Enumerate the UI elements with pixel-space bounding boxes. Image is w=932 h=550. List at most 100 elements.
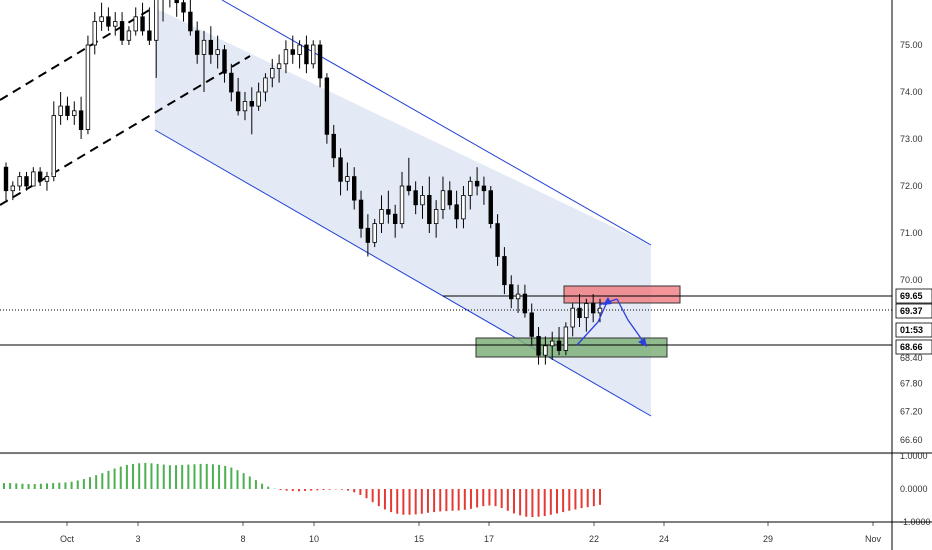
- candle-body-up: [113, 21, 118, 27]
- candle: [345, 162, 350, 191]
- main-pane[interactable]: [0, 0, 932, 454]
- candle-body-down: [495, 223, 500, 257]
- channel-upper-line: [221, 0, 652, 246]
- candle-body-down: [208, 39, 214, 55]
- resistance-zone: [563, 285, 681, 304]
- price-badge: 69.65: [895, 288, 932, 304]
- price-badge-box: [895, 288, 932, 304]
- candle-body-down: [317, 44, 323, 79]
- price-tick-label: 70.00: [900, 275, 923, 285]
- candle-body-down: [474, 180, 480, 187]
- projection-arrows: [576, 297, 647, 347]
- candle: [311, 40, 316, 69]
- candle-body-up: [242, 101, 248, 112]
- candle: [44, 171, 50, 191]
- candle: [590, 294, 596, 323]
- price-badge: 69.37: [895, 303, 932, 319]
- candle-body-up: [379, 209, 384, 224]
- candle: [543, 336, 548, 365]
- candle-body-up: [399, 185, 405, 224]
- candle-body-down: [386, 209, 391, 215]
- candle: [536, 327, 541, 365]
- price-tick-label-partial: 68.40: [900, 353, 923, 363]
- candle: [447, 181, 452, 210]
- candle-body-up: [311, 44, 316, 65]
- candle: [317, 40, 323, 88]
- candle: [92, 12, 97, 55]
- candle: [556, 327, 562, 356]
- candle: [106, 7, 111, 31]
- candle: [85, 35, 91, 135]
- candle: [290, 35, 295, 64]
- candle: [522, 284, 528, 318]
- candle: [65, 96, 70, 121]
- candle: [276, 54, 282, 83]
- candle-body-up: [283, 49, 289, 65]
- candle-body-down: [290, 49, 295, 55]
- candle: [406, 157, 412, 196]
- candle-body-down: [447, 190, 452, 206]
- candle-body-up: [597, 307, 603, 314]
- candle: [208, 26, 214, 64]
- candle-body-down: [174, 0, 179, 4]
- candle-body-down: [502, 256, 507, 286]
- candle: [17, 171, 22, 191]
- candle-body-up: [72, 110, 77, 116]
- candle-body-up: [92, 21, 97, 46]
- candle: [372, 218, 377, 248]
- time-axis[interactable]: Oct 3 8 10 15 17 22 24 29 Nov: [0, 521, 932, 544]
- price-tick-label: 74.00: [900, 87, 923, 97]
- candle: [215, 35, 220, 69]
- candle-body-up: [256, 91, 261, 107]
- candle: [201, 30, 207, 92]
- candle: [51, 101, 56, 182]
- candle: [249, 87, 254, 135]
- price-tick-label: 66.60: [900, 435, 923, 445]
- candle: [58, 92, 63, 125]
- candle-body-down: [352, 176, 357, 201]
- price-badges: 69.65 69.37 01:53 68.66: [895, 288, 932, 355]
- candle-body-up: [154, 0, 159, 41]
- candle-body-up: [270, 68, 275, 79]
- candle-body-up: [133, 16, 138, 32]
- price-badge-box: [895, 339, 932, 355]
- candle-body-up: [543, 345, 548, 356]
- support-zone: [475, 337, 668, 358]
- candle: [365, 214, 371, 257]
- candle: [169, 0, 171, 8]
- candle: [413, 181, 418, 215]
- price-badge-label: 01:53: [900, 325, 923, 335]
- candle: [495, 214, 500, 266]
- candle: [392, 204, 398, 238]
- price-tick-label: 67.80: [900, 378, 923, 388]
- candle-body-up: [563, 326, 569, 351]
- oscillator-pane[interactable]: [0, 453, 892, 518]
- candle: [338, 148, 343, 196]
- candle-body-up: [215, 49, 220, 55]
- candle: [242, 92, 248, 121]
- price-badge-label: 68.66: [900, 342, 923, 352]
- candle-body-down: [78, 110, 84, 131]
- candle-body-down: [590, 303, 596, 314]
- candle: [256, 82, 261, 111]
- candle: [468, 176, 473, 210]
- candle-body-down: [235, 91, 241, 112]
- candle-body-up: [31, 171, 36, 187]
- candle: [181, 0, 186, 22]
- time-tick-label: 24: [659, 534, 669, 544]
- candle: [235, 77, 241, 116]
- candle: [331, 124, 336, 168]
- candle: [379, 195, 384, 233]
- time-tick-label: Nov: [865, 534, 882, 544]
- candle-body-up: [201, 39, 207, 55]
- channel-lower-line: [154, 129, 652, 417]
- time-tick-label: Oct: [60, 534, 75, 544]
- candle: [433, 200, 439, 238]
- candle-body-up: [433, 209, 439, 224]
- candle-body-down: [222, 49, 227, 74]
- projection-path-up: [576, 299, 609, 346]
- candle-body-down: [3, 166, 9, 192]
- candle: [140, 2, 145, 36]
- candle: [78, 96, 84, 139]
